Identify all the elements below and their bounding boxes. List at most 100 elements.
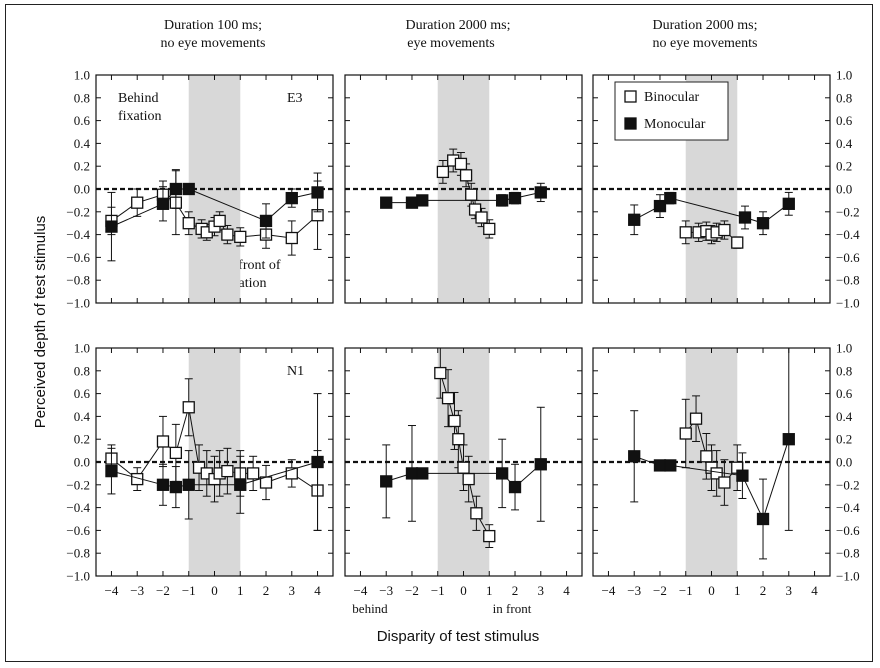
monocular-marker <box>105 464 118 478</box>
x-tick-label: −3 <box>379 583 393 598</box>
y-tick-label: 0.4 <box>74 136 91 151</box>
subject-label-e3: E3 <box>287 91 303 106</box>
panel-border <box>592 347 831 577</box>
x-tick-label: −2 <box>156 583 170 598</box>
figure-frame <box>5 4 873 662</box>
monocular-marker <box>653 199 667 213</box>
behind-fixation-line1: Behind <box>118 91 158 106</box>
legend-open-square-icon <box>624 90 637 103</box>
y-tick-label: −1.0 <box>66 569 90 584</box>
binocular-marker <box>448 414 461 428</box>
panel-border <box>592 74 831 304</box>
x-tick-label: 3 <box>289 583 296 598</box>
y-tick-label: 0.6 <box>74 113 91 128</box>
monocular-marker <box>311 455 324 469</box>
monocular-marker <box>495 467 509 480</box>
x-tick-label: 4 <box>563 583 570 598</box>
monocular-marker <box>736 469 749 482</box>
binocular-marker <box>131 196 144 209</box>
monocular-marker <box>380 475 393 488</box>
y-tick-label: −0.8 <box>836 273 860 288</box>
y-tick-label: 0.8 <box>836 363 852 378</box>
x-tick-label: 2 <box>263 583 270 598</box>
binocular-marker <box>457 461 470 474</box>
x-tick-label: 0 <box>211 583 218 598</box>
x-tick-label: −1 <box>182 583 196 598</box>
binocular-marker <box>156 435 170 448</box>
col-title-1-line2: no eye movements <box>161 36 266 51</box>
binocular-marker <box>475 211 488 224</box>
behind-fixation-line2: fixation <box>118 109 162 124</box>
monocular-marker <box>156 197 170 210</box>
x-tick-label: −2 <box>405 583 419 598</box>
monocular-marker <box>738 211 752 224</box>
monocular-marker <box>169 480 183 494</box>
monocular-marker <box>534 186 547 199</box>
y-tick-label: 0.4 <box>836 136 853 151</box>
binocular-marker <box>718 476 731 489</box>
y-tick-label: −0.6 <box>836 250 860 265</box>
monocular-marker <box>416 467 429 480</box>
monocular-marker <box>508 480 522 494</box>
monocular-marker <box>628 213 641 226</box>
binocular-marker <box>452 433 465 446</box>
y-tick-label: 1.0 <box>74 341 90 356</box>
y-tick-label: 0.8 <box>74 363 90 378</box>
binocular-marker <box>434 366 447 380</box>
y-tick-label: −0.2 <box>66 477 90 492</box>
panel-border <box>344 347 583 577</box>
x-tick-label: −3 <box>627 583 641 598</box>
x-tick-label: −4 <box>105 583 119 598</box>
x-tick-label: −1 <box>679 583 693 598</box>
x-tick-label: 2 <box>512 583 519 598</box>
in-front-label: in front <box>493 601 532 616</box>
y-tick-label: −0.8 <box>66 546 90 561</box>
y-tick-label: −0.8 <box>66 273 90 288</box>
monocular-marker <box>664 459 677 472</box>
monocular-marker <box>756 217 770 230</box>
legend-filled-square-icon <box>624 117 637 130</box>
x-tick-label: 4 <box>811 583 818 598</box>
y-tick-label: 0.0 <box>74 182 90 197</box>
binocular-marker <box>468 203 482 216</box>
y-tick-label: −0.6 <box>66 523 90 538</box>
y-tick-label: 0.6 <box>836 386 853 401</box>
x-tick-label: −2 <box>653 583 667 598</box>
y-tick-label: 1.0 <box>836 341 852 356</box>
y-tick-label: −0.4 <box>836 227 860 242</box>
binocular-marker <box>483 529 496 543</box>
monocular-marker <box>653 459 667 472</box>
monocular-marker <box>664 191 677 205</box>
binocular-marker <box>470 507 483 520</box>
monocular-marker <box>416 194 429 207</box>
binocular-marker <box>234 230 247 244</box>
x-tick-label: 0 <box>460 583 467 598</box>
y-tick-label: 0.2 <box>74 432 90 447</box>
monocular-marker <box>156 478 170 491</box>
shaded-region <box>437 75 490 303</box>
binocular-marker <box>718 223 731 237</box>
y-tick-label: 0.0 <box>836 182 852 197</box>
binocular-marker <box>182 401 195 414</box>
binocular-marker <box>465 188 478 201</box>
panel-border <box>95 347 334 577</box>
binocular-marker <box>285 467 298 480</box>
monocular-marker <box>182 478 195 491</box>
y-tick-label: 0.4 <box>74 409 91 424</box>
y-tick-label: −0.2 <box>836 204 860 219</box>
monocular-marker <box>182 182 195 196</box>
panel-r2-c3: 1.0 0.8 0.6 0.4 0.2 0.0 −0.2 −0.4 −0.6 −0.8 −1.0 −4… <box>592 341 860 598</box>
x-tick-label: −4 <box>354 583 368 598</box>
y-tick-label: −0.2 <box>66 204 90 219</box>
panel-r2-c2: −4 −3 −2 −1 0 1 2 3 4 <box>344 347 583 598</box>
y-tick-label: 0.0 <box>74 455 90 470</box>
binocular-marker <box>285 231 298 245</box>
y-tick-label: 0.8 <box>836 90 852 105</box>
legend-monocular-label: Monocular <box>644 117 706 132</box>
y-axis-title: Perceived depth of test stimulus <box>32 216 49 429</box>
monocular-marker <box>259 214 273 228</box>
panel-border <box>344 74 583 304</box>
binocular-marker <box>689 412 703 425</box>
binocular-marker <box>182 217 195 230</box>
y-tick-label: −0.6 <box>836 523 860 538</box>
